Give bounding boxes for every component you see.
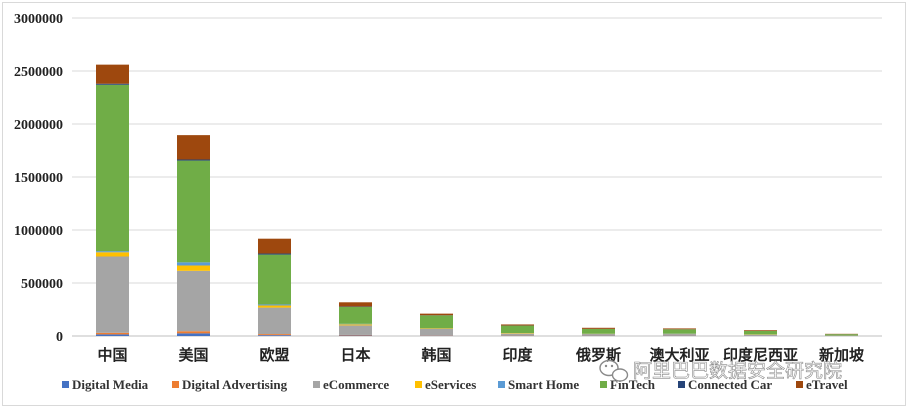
bar-segment bbox=[744, 330, 777, 331]
y-tick-label: 500000 bbox=[21, 277, 63, 292]
bar-segment bbox=[339, 335, 372, 336]
bar-segment bbox=[177, 265, 210, 271]
legend-swatch bbox=[415, 381, 422, 388]
y-tick-label: 1500000 bbox=[14, 171, 63, 186]
legend-label: Smart Home bbox=[508, 377, 579, 392]
bar-segment bbox=[96, 332, 129, 335]
bar-segment bbox=[339, 324, 372, 326]
bar-segment bbox=[663, 329, 696, 334]
bar-segment bbox=[663, 334, 696, 336]
legend-item: eServices bbox=[415, 377, 476, 392]
legend-item: Digital Advertising bbox=[172, 377, 288, 392]
x-tick-label: 新加坡 bbox=[819, 346, 864, 364]
bar-segment bbox=[258, 254, 291, 305]
bar-segment bbox=[258, 334, 291, 336]
bar-segment bbox=[501, 333, 534, 334]
bar-segment bbox=[177, 270, 210, 332]
bar-segment bbox=[177, 333, 210, 336]
bar-segment bbox=[96, 252, 129, 257]
bar-segment bbox=[582, 334, 615, 336]
legend-swatch bbox=[678, 381, 685, 388]
x-tick-label: 俄罗斯 bbox=[575, 346, 621, 364]
bar-segment bbox=[501, 333, 534, 336]
bar-segment bbox=[96, 83, 129, 85]
legend-label: Digital Advertising bbox=[182, 377, 288, 392]
watermark: 阿里巴巴数据安全研究院 bbox=[599, 359, 842, 382]
bar-segment bbox=[177, 160, 210, 263]
bar-segment bbox=[744, 334, 777, 336]
legend-swatch bbox=[796, 381, 803, 388]
bar-segment bbox=[825, 334, 858, 336]
y-tick-label: 2500000 bbox=[14, 65, 63, 80]
x-tick-label: 澳大利亚 bbox=[649, 346, 709, 364]
x-tick-label: 印度 bbox=[502, 346, 533, 364]
chart-frame bbox=[2, 2, 906, 406]
bar-segment bbox=[96, 334, 129, 336]
legend-swatch bbox=[62, 381, 69, 388]
bar-segment bbox=[177, 135, 210, 160]
legend-item: eTravel bbox=[796, 377, 848, 392]
legend-swatch bbox=[600, 381, 607, 388]
bar-segment bbox=[339, 302, 372, 307]
wechat-icon bbox=[599, 359, 629, 382]
legend-label: Digital Media bbox=[72, 377, 149, 392]
bar-segment bbox=[258, 305, 291, 308]
bars bbox=[96, 64, 858, 336]
y-tick-label: 1000000 bbox=[14, 224, 63, 239]
bar-segment bbox=[96, 84, 129, 252]
bar-segment bbox=[339, 323, 372, 325]
bar-segment bbox=[177, 331, 210, 334]
bar-segment bbox=[501, 324, 534, 326]
x-tick-label: 韩国 bbox=[421, 346, 451, 364]
y-tick-label: 3000000 bbox=[14, 12, 63, 27]
legend-swatch bbox=[313, 381, 320, 388]
bar-segment bbox=[177, 159, 210, 161]
legend-label: eTravel bbox=[806, 377, 848, 392]
bar-segment bbox=[582, 328, 615, 334]
bar-segment bbox=[744, 331, 777, 335]
watermark-text: 阿里巴巴数据安全研究院 bbox=[633, 360, 842, 382]
bar-segment bbox=[96, 256, 129, 333]
bar-segment bbox=[339, 334, 372, 336]
bar-segment bbox=[663, 328, 696, 330]
legend-item: eCommerce bbox=[313, 377, 389, 392]
x-tick-label: 中国 bbox=[97, 346, 127, 364]
y-tick-label: 2000000 bbox=[14, 118, 63, 133]
bar-segment bbox=[420, 315, 453, 329]
bar-segment bbox=[258, 304, 291, 306]
legend-item: Connected Car bbox=[678, 377, 772, 392]
legend-label: eServices bbox=[425, 377, 476, 392]
legend-swatch bbox=[498, 381, 505, 388]
bar-segment bbox=[420, 313, 453, 316]
bar-segment bbox=[501, 325, 534, 334]
y-axis-tick-labels: 0 500000 1000000 1500000 2000000 2500000 30000… bbox=[14, 12, 63, 345]
bar-segment bbox=[258, 307, 291, 335]
bar-segment bbox=[258, 238, 291, 254]
bar-segment bbox=[582, 327, 615, 329]
legend-item: Digital Media bbox=[62, 377, 149, 392]
legend-swatch bbox=[172, 381, 179, 388]
bar-segment bbox=[96, 251, 129, 253]
bar-segment bbox=[420, 328, 453, 330]
bar-segment bbox=[177, 262, 210, 266]
bar-segment bbox=[420, 329, 453, 336]
legend-label: Connected Car bbox=[688, 377, 772, 392]
bar-segment bbox=[339, 306, 372, 324]
x-axis-tick-labels: 中国 美国 欧盟 日本 韩国 印度 俄罗斯 澳大利亚 印度尼西亚 新加坡 bbox=[97, 346, 864, 364]
bar-segment bbox=[258, 253, 291, 255]
bar-segment bbox=[258, 335, 291, 336]
y-tick-label: 0 bbox=[56, 330, 63, 345]
bar-segment bbox=[339, 325, 372, 335]
x-tick-label: 欧盟 bbox=[259, 346, 289, 364]
x-tick-label: 美国 bbox=[178, 346, 208, 364]
legend-label: eCommerce bbox=[323, 377, 389, 392]
legend-item: Smart Home bbox=[498, 377, 579, 392]
x-tick-label: 日本 bbox=[340, 346, 370, 364]
bar-segment bbox=[96, 64, 129, 84]
x-tick-label: 印度尼西亚 bbox=[723, 346, 798, 364]
